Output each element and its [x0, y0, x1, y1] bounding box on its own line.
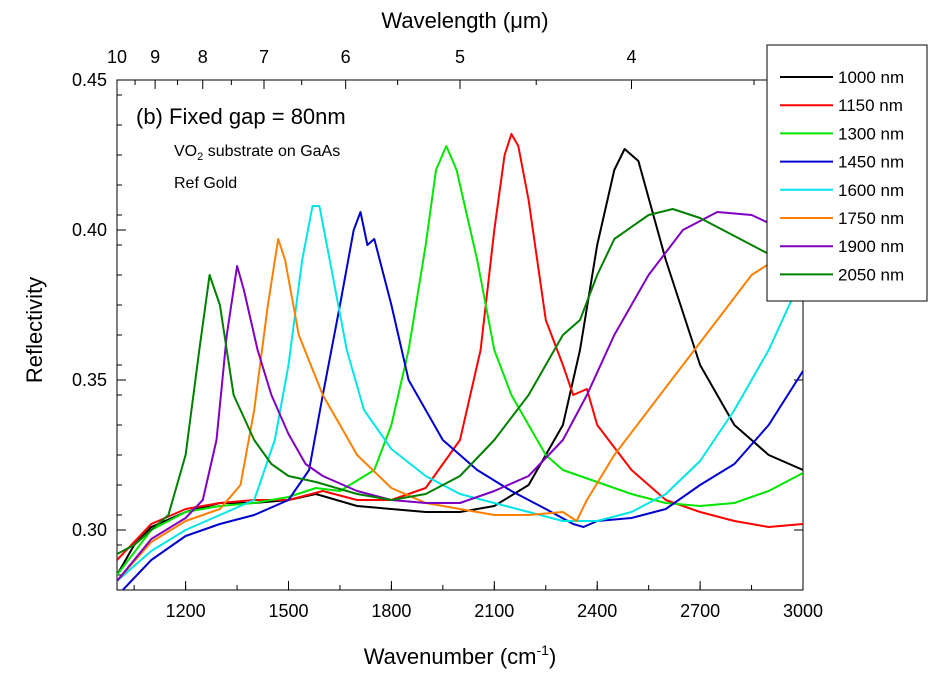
series-line-1300-nm [117, 145, 803, 576]
x2-axis-ticks: 10 9 8 7 6 5 4 [107, 47, 755, 89]
x2-tick-label: 9 [150, 47, 160, 67]
legend-label: 1900 nm [838, 237, 904, 256]
x-axis-title-superscript: -1 [537, 642, 550, 658]
legend-label: 1450 nm [838, 153, 904, 172]
series-line-1450-nm [121, 211, 803, 590]
legend-label: 1750 nm [838, 209, 904, 228]
annotation-substrate-rest: substrate on GaAs [203, 143, 340, 160]
legend-label: 1600 nm [838, 181, 904, 200]
series-line-1900-nm [117, 211, 803, 582]
y-tick-label: 0.30 [72, 520, 107, 540]
x-tick-label: 3000 [783, 601, 823, 621]
annotation-substrate: VO2 substrate on GaAs [174, 143, 340, 163]
y-tick-label: 0.40 [72, 220, 107, 240]
x2-tick-label: 4 [626, 47, 636, 67]
series-lines [117, 133, 803, 590]
x2-tick-label: 7 [259, 47, 269, 67]
y-tick-label: 0.35 [72, 370, 107, 390]
x-tick-label: 2400 [577, 601, 617, 621]
annotation-substrate-subscript: 2 [197, 151, 203, 163]
legend-box [766, 44, 928, 302]
x-axis-title: Wavenumber (cm-1) [364, 642, 557, 669]
x-axis-title-end: ) [549, 644, 556, 669]
annotation-title: (b) Fixed gap = 80nm [136, 104, 346, 129]
series-line-1150-nm [117, 133, 803, 561]
series-line-2050-nm [117, 208, 803, 555]
x-tick-label: 1800 [371, 601, 411, 621]
x2-tick-label: 8 [198, 47, 208, 67]
legend-label: 2050 nm [838, 265, 904, 284]
x2-tick-label: 6 [341, 47, 351, 67]
y-tick-label: 0.45 [72, 70, 107, 90]
legend-label: 1300 nm [838, 124, 904, 143]
y-axis-title: Reflectivity [22, 277, 47, 383]
y-axis-ticks: 0.30 0.35 0.40 0.45 [72, 70, 803, 576]
x-axis-ticks: 1200 1500 1800 2100 2400 2700 3000 [133, 581, 823, 621]
series-line-1600-nm [117, 205, 803, 582]
x2-tick-label: 5 [455, 47, 465, 67]
x-tick-label: 1200 [166, 601, 206, 621]
legend-label: 1150 nm [838, 96, 903, 115]
x-tick-label: 2100 [474, 601, 514, 621]
legend-label: 1000 nm [838, 68, 904, 87]
x2-axis-title: Wavelength (μm) [381, 8, 548, 33]
legend: 1000 nm 1150 nm 1300 nm 1450 nm 1600 nm 1750 … [766, 44, 928, 302]
x-tick-label: 2700 [680, 601, 720, 621]
x-tick-label: 1500 [268, 601, 308, 621]
series-line-1750-nm [117, 238, 803, 582]
x2-tick-label: 10 [107, 47, 127, 67]
annotation-reference: Ref Gold [174, 175, 237, 192]
